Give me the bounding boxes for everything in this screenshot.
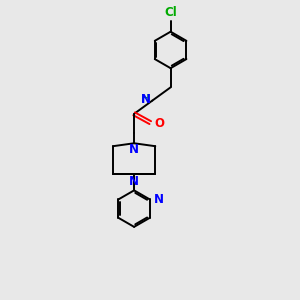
Text: N: N — [129, 143, 139, 156]
Text: N: N — [154, 193, 164, 206]
Text: N: N — [141, 93, 151, 106]
Text: H: H — [141, 94, 150, 104]
Text: N: N — [129, 175, 139, 188]
Text: Cl: Cl — [164, 6, 177, 19]
Text: O: O — [154, 117, 164, 130]
